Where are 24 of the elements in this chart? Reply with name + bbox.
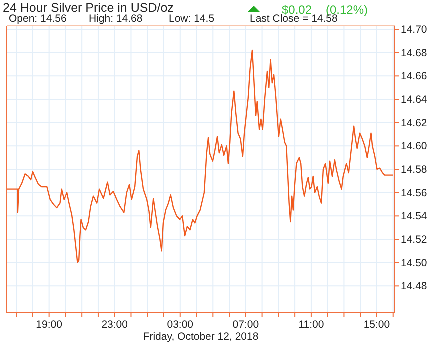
x-tick-label: 11:00	[298, 319, 324, 331]
chart-title: 24 Hour Silver Price in USD/oz	[3, 1, 174, 15]
y-tick-label: 14.64	[401, 94, 428, 106]
y-tick-label: 14.66	[401, 70, 428, 83]
text: Low: 14.5	[169, 13, 215, 25]
x-tick-label: 15:00	[364, 319, 390, 331]
x-tick-label: 03:00	[167, 319, 194, 331]
y-tick-label: 14.50	[401, 257, 428, 270]
text: Open: 14.56	[9, 13, 67, 25]
y-tick-label: 14.54	[401, 210, 428, 223]
x-tick-label: 23:00	[102, 319, 128, 331]
y-tick-label: 14.58	[401, 164, 428, 176]
x-tick-label: 07:00	[232, 319, 260, 331]
y-tick-label: 14.68	[401, 47, 428, 60]
x-tick-label: 19:00	[36, 319, 63, 331]
y-tick-label: 14.70	[401, 24, 428, 36]
y-tick-label: 14.62	[401, 117, 428, 130]
line-series	[6, 50, 394, 264]
y-tick-label: 14.48	[401, 280, 428, 293]
x-axis-title: Friday, October 12, 2018	[143, 331, 259, 343]
text: High: 14.68	[89, 13, 143, 25]
y-tick-label: 14.52	[401, 234, 428, 246]
y-tick-label: 14.56	[401, 187, 428, 200]
y-tick-label: 14.60	[401, 140, 428, 153]
